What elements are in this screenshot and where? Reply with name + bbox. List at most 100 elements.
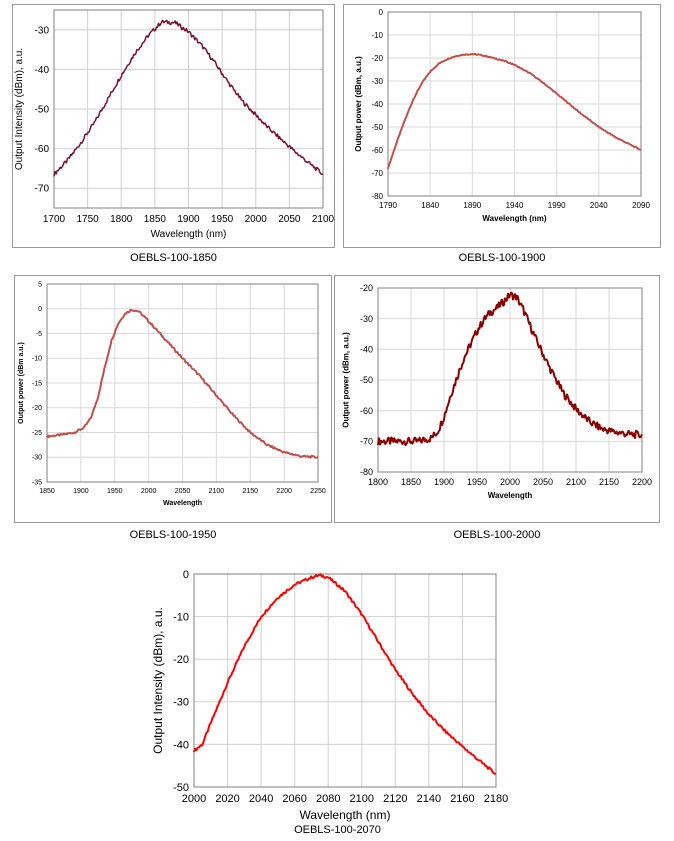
series-line: [387, 52, 642, 170]
chart-frame: [343, 4, 661, 248]
y-axis-label: Output Intensity (dBm), a.u.: [14, 48, 25, 170]
x-tick-label: 1800: [110, 214, 133, 225]
x-tick-label: 2100: [566, 477, 586, 487]
y-tick-label: -70: [371, 169, 383, 178]
y-tick-label: -20: [32, 405, 42, 412]
y-tick-label: -80: [371, 192, 383, 201]
x-tick-label: 1890: [463, 201, 481, 210]
x-tick-label: 2180: [484, 793, 508, 805]
x-tick-label: 1990: [548, 201, 566, 210]
x-tick-label: 2040: [590, 201, 608, 210]
y-tick-label: -30: [32, 455, 42, 462]
x-tick-label: 1750: [77, 214, 100, 225]
x-tick-label: 2160: [450, 793, 474, 805]
series-line: [193, 573, 497, 775]
chart-caption: OEBLS-100-1850: [130, 252, 217, 264]
x-tick-label: 2050: [533, 477, 553, 487]
x-tick-label: 2250: [310, 488, 326, 495]
x-tick-label: 1950: [467, 477, 487, 487]
plot-area: [46, 283, 319, 483]
chart-2000: 1800 1850 1900 1950 2000 2050 2100 2150 2200 -20 -…: [342, 283, 652, 500]
y-tick-label: -30: [360, 314, 373, 324]
x-tick-label: 2200: [632, 477, 652, 487]
chart-caption: OEBLS-100-2070: [294, 824, 381, 836]
y-tick-label: 0: [38, 306, 42, 313]
x-axis-label: Wavelength: [163, 500, 202, 507]
y-axis-label: Output power (dBm, a.u.): [342, 332, 351, 428]
y-tick-label: -50: [360, 375, 373, 385]
y-tick-label: -15: [32, 380, 42, 387]
x-tick-label: 2000: [500, 477, 520, 487]
x-tick-label: 2080: [316, 793, 340, 805]
x-tick-label: 2000: [245, 214, 268, 225]
y-tick-label: -50: [371, 123, 383, 132]
x-tick-label: 1700: [43, 214, 66, 225]
chart-1900: 1790 1840 1890 1940 1990 2040 2090 0 -10 -20 -30 -4…: [354, 8, 650, 223]
x-tick-label: 1950: [211, 214, 234, 225]
chart-1950: 1850 1900 1950 2000 2050 2100 2150 2200 2250 5 0 -5…: [18, 281, 326, 507]
x-axis-label: Wavelength: [488, 491, 533, 500]
y-tick-label: -80: [360, 467, 373, 477]
x-tick-label: 2100: [312, 214, 335, 225]
series-line: [377, 291, 643, 447]
x-tick-label: 1840: [421, 201, 439, 210]
x-tick-label: 1900: [73, 488, 89, 495]
y-tick-label: -10: [173, 611, 189, 623]
y-tick-label: -5: [36, 331, 42, 338]
x-tick-label: 2100: [350, 793, 374, 805]
y-tick-label: -30: [35, 25, 50, 36]
chart-1850: 1700 1750 1800 1850 1900 1950 2000 2050 2100 -30 -…: [14, 9, 335, 240]
x-axis-label: Wavelength (nm): [151, 229, 227, 240]
x-tick-label: 2140: [417, 793, 441, 805]
x-tick-label: 1850: [39, 488, 55, 495]
y-tick-label: 0: [379, 8, 384, 17]
x-tick-label: 1850: [144, 214, 167, 225]
x-tick-label: 2150: [242, 488, 258, 495]
x-axis-label: Wavelength (nm): [482, 214, 546, 223]
x-tick-label: 1850: [401, 477, 421, 487]
x-tick-label: 1800: [368, 477, 388, 487]
y-tick-label: -35: [32, 479, 42, 486]
y-tick-label: -70: [360, 436, 373, 446]
y-tick-label: 5: [38, 281, 42, 288]
x-tick-label: 2050: [278, 214, 301, 225]
plot-area: [53, 9, 324, 209]
chart-frame: [334, 275, 660, 523]
x-tick-label: 2000: [141, 488, 157, 495]
y-tick-label: -10: [32, 356, 42, 363]
chart-frame: [12, 4, 335, 248]
series-line: [53, 19, 324, 177]
chart-2070: 2000 2020 2040 2060 2080 2100 2120 2140 2160 2180…: [151, 569, 508, 822]
y-tick-label: -70: [35, 184, 50, 195]
y-tick-label: -25: [32, 430, 42, 437]
y-tick-label: 0: [183, 569, 189, 581]
y-tick-label: -60: [360, 406, 373, 416]
chart-caption: OEBLS-100-1900: [458, 252, 546, 264]
x-axis-label: Wavelength (nm): [300, 808, 391, 822]
y-axis-label: Output power (dBm, a.u.): [354, 56, 363, 152]
x-tick-label: 1900: [434, 477, 454, 487]
y-tick-label: -60: [35, 144, 50, 155]
x-tick-label: 2060: [282, 793, 306, 805]
x-tick-label: 2040: [249, 793, 273, 805]
y-tick-label: -40: [360, 344, 373, 354]
x-tick-label: 2050: [175, 488, 191, 495]
x-tick-label: 2090: [632, 201, 650, 210]
plot-area: [387, 11, 642, 197]
y-axis-label: Output power (dBm a.u.): [18, 342, 25, 424]
x-tick-label: 2020: [215, 793, 239, 805]
y-tick-label: -30: [371, 77, 383, 86]
y-tick-label: -30: [173, 697, 189, 709]
x-tick-label: 1790: [379, 201, 397, 210]
chart-caption: OEBLS-100-2000: [453, 529, 541, 541]
y-tick-label: -40: [371, 100, 383, 109]
x-tick-label: 1950: [107, 488, 123, 495]
y-tick-label: -40: [35, 65, 50, 76]
y-tick-label: -20: [371, 54, 383, 63]
y-tick-label: -20: [360, 283, 373, 293]
chart-caption: OEBLS-100-1950: [129, 529, 217, 541]
x-tick-label: 2200: [276, 488, 292, 495]
y-tick-label: -20: [173, 654, 189, 666]
y-tick-label: -40: [173, 739, 189, 751]
y-axis-label: Output Intensity (dBm), a.u.: [151, 607, 165, 754]
